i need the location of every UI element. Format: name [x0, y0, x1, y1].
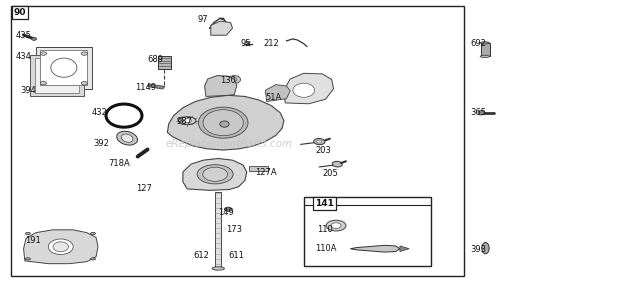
- Polygon shape: [400, 246, 409, 252]
- Ellipse shape: [81, 81, 87, 85]
- Ellipse shape: [25, 258, 30, 260]
- Text: 392: 392: [93, 139, 109, 148]
- Bar: [249, 166, 268, 171]
- Text: 432: 432: [92, 108, 108, 117]
- Bar: [215, 192, 221, 268]
- Ellipse shape: [224, 207, 232, 211]
- Text: 95: 95: [241, 39, 251, 48]
- Text: 127A: 127A: [255, 168, 277, 177]
- Text: 90: 90: [14, 8, 26, 17]
- Ellipse shape: [198, 107, 248, 138]
- Text: 987: 987: [177, 117, 193, 126]
- Ellipse shape: [40, 52, 46, 55]
- Text: 110: 110: [317, 225, 333, 234]
- Bar: [480, 43, 490, 56]
- Ellipse shape: [91, 258, 95, 260]
- Ellipse shape: [314, 138, 325, 145]
- Ellipse shape: [91, 232, 95, 235]
- Ellipse shape: [317, 140, 322, 143]
- Text: 1149: 1149: [135, 83, 156, 92]
- Text: 149: 149: [218, 208, 234, 217]
- Text: 191: 191: [25, 236, 40, 245]
- Text: 718A: 718A: [108, 159, 130, 168]
- Text: 611: 611: [228, 251, 244, 260]
- Ellipse shape: [219, 121, 229, 127]
- Ellipse shape: [183, 119, 192, 123]
- Text: 127: 127: [136, 184, 153, 193]
- Ellipse shape: [212, 267, 224, 270]
- Ellipse shape: [45, 65, 69, 83]
- Polygon shape: [284, 73, 334, 104]
- Ellipse shape: [293, 83, 315, 97]
- Ellipse shape: [228, 76, 241, 83]
- Ellipse shape: [25, 232, 30, 235]
- Text: 434: 434: [16, 52, 32, 61]
- Ellipse shape: [53, 242, 69, 252]
- Text: 110A: 110A: [315, 244, 337, 253]
- Polygon shape: [24, 230, 98, 264]
- Text: 212: 212: [264, 39, 279, 48]
- Polygon shape: [211, 21, 232, 35]
- Bar: [35, 58, 79, 93]
- Ellipse shape: [32, 38, 37, 40]
- Ellipse shape: [48, 239, 73, 254]
- Bar: [148, 84, 165, 89]
- Text: 173: 173: [226, 225, 242, 234]
- Ellipse shape: [203, 167, 228, 181]
- Text: 435: 435: [16, 31, 32, 40]
- Ellipse shape: [179, 117, 196, 125]
- Bar: [11, 6, 464, 276]
- Bar: [158, 56, 170, 69]
- Ellipse shape: [326, 220, 346, 231]
- Ellipse shape: [51, 58, 77, 77]
- Text: 51A: 51A: [265, 93, 281, 102]
- Text: 612: 612: [193, 251, 210, 260]
- Text: 203: 203: [315, 146, 331, 155]
- Text: eReplacementParts.com: eReplacementParts.com: [166, 139, 293, 149]
- Ellipse shape: [480, 42, 490, 44]
- Ellipse shape: [331, 223, 341, 228]
- Text: 365: 365: [470, 108, 486, 117]
- Polygon shape: [167, 95, 284, 150]
- Ellipse shape: [197, 165, 233, 184]
- Ellipse shape: [332, 161, 342, 167]
- Ellipse shape: [117, 131, 138, 145]
- Ellipse shape: [40, 81, 46, 85]
- Text: 692: 692: [470, 39, 486, 48]
- Text: 394: 394: [20, 86, 36, 95]
- Bar: [304, 197, 431, 266]
- Ellipse shape: [203, 110, 243, 136]
- Text: 141: 141: [315, 199, 334, 208]
- Ellipse shape: [478, 111, 484, 115]
- Bar: [30, 55, 84, 96]
- Ellipse shape: [482, 243, 489, 254]
- Text: 205: 205: [322, 169, 338, 178]
- Ellipse shape: [121, 134, 133, 142]
- Ellipse shape: [232, 78, 237, 81]
- Text: 689: 689: [148, 55, 164, 64]
- Polygon shape: [183, 158, 247, 190]
- Text: 393: 393: [470, 245, 486, 254]
- Polygon shape: [350, 245, 400, 252]
- Bar: [40, 50, 87, 85]
- Text: 97: 97: [197, 15, 208, 24]
- Text: 130: 130: [220, 76, 236, 85]
- Ellipse shape: [81, 52, 87, 55]
- Polygon shape: [205, 76, 237, 96]
- Ellipse shape: [480, 55, 490, 58]
- Bar: [36, 47, 92, 89]
- Polygon shape: [265, 85, 290, 102]
